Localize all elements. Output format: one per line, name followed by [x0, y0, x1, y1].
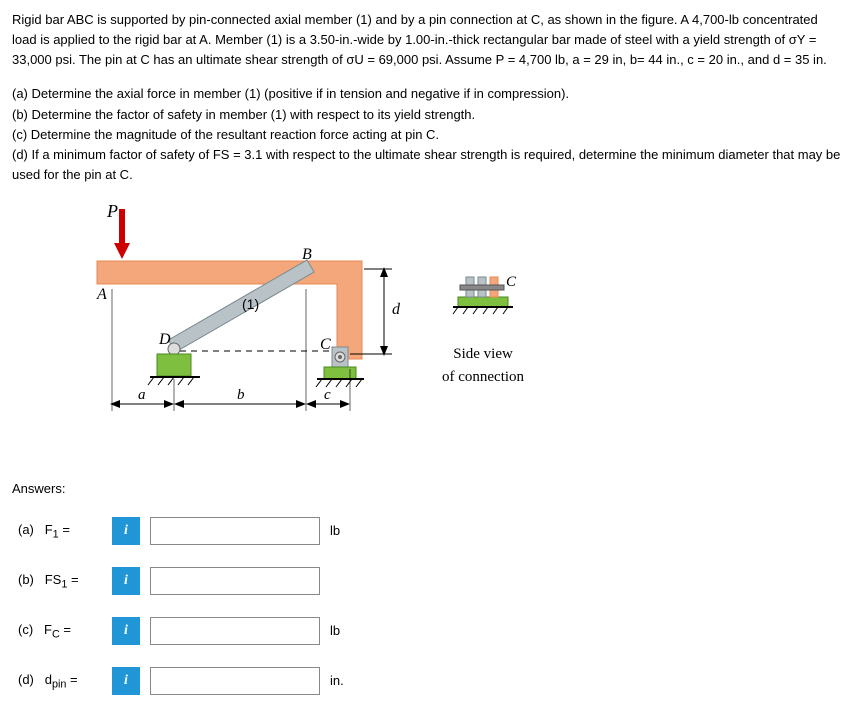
answer-input-c[interactable]	[150, 617, 320, 645]
svg-text:a: a	[138, 387, 146, 403]
info-icon[interactable]: i	[112, 617, 140, 645]
sideview-text-1: Side view	[453, 343, 513, 366]
answer-unit-c: lb	[330, 621, 360, 641]
answer-label-d: (d) dpin =	[12, 670, 102, 693]
question-a: (a) Determine the axial force in member …	[12, 84, 845, 104]
dimension-a: a	[110, 289, 174, 411]
problem-paragraph-1: Rigid bar ABC is supported by pin-connec…	[12, 10, 845, 70]
answer-row-a: (a) F1 = i lb	[12, 517, 845, 545]
answer-label-c: (c) FC =	[12, 620, 102, 643]
answer-unit-d: in.	[330, 671, 360, 691]
answer-input-a[interactable]	[150, 517, 320, 545]
problem-questions: (a) Determine the axial force in member …	[12, 84, 845, 185]
question-b: (b) Determine the factor of safety in me…	[12, 105, 845, 125]
svg-text:P: P	[106, 201, 118, 221]
info-icon[interactable]: i	[112, 517, 140, 545]
answer-unit-a: lb	[330, 521, 360, 541]
sideview-text-2: of connection	[442, 366, 524, 389]
answer-label-b: (b) FS1 =	[12, 570, 102, 593]
svg-text:C: C	[320, 336, 331, 353]
answer-input-d[interactable]	[150, 667, 320, 695]
label-member-1: (1)	[242, 296, 259, 312]
label-d-point: D	[158, 331, 171, 348]
question-c: (c) Determine the magnitude of the resul…	[12, 125, 845, 145]
label-b-point: B	[302, 246, 312, 263]
support-c	[316, 367, 364, 387]
answer-input-b[interactable]	[150, 567, 320, 595]
answer-row-d: (d) dpin = i in.	[12, 667, 845, 695]
side-view-connection: C Side view of connection	[442, 269, 524, 389]
svg-text:b: b	[237, 387, 245, 403]
main-figure: P B A (1) D	[52, 199, 402, 459]
svg-text:c: c	[324, 387, 331, 403]
sideview-label-c: C	[506, 271, 516, 294]
answer-row-b: (b) FS1 = i	[12, 567, 845, 595]
info-icon[interactable]: i	[112, 667, 140, 695]
svg-text:d: d	[392, 301, 401, 318]
answers-block: (a) F1 = i lb (b) FS1 = i (c) FC = i lb …	[12, 517, 845, 695]
figure-container: P B A (1) D	[52, 199, 845, 459]
answer-label-a: (a) F1 =	[12, 520, 102, 543]
label-a-point: A	[96, 286, 107, 303]
load-arrow-p: P	[106, 201, 130, 259]
info-icon[interactable]: i	[112, 567, 140, 595]
question-d: (d) If a minimum factor of safety of FS …	[12, 145, 845, 185]
answers-heading: Answers:	[12, 479, 845, 499]
answer-row-c: (c) FC = i lb	[12, 617, 845, 645]
